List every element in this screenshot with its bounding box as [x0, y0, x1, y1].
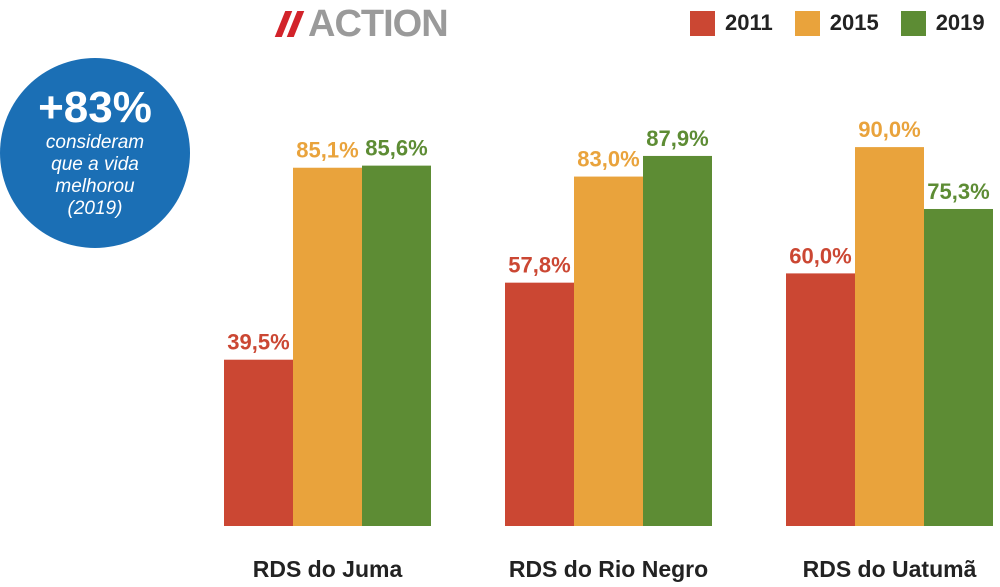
- legend-label: 2015: [829, 10, 879, 35]
- data-label: 85,6%: [365, 136, 427, 161]
- legend-item-2011: 2011: [690, 10, 773, 36]
- data-label: 87,9%: [646, 126, 708, 151]
- category-label: RDS do Juma: [253, 556, 403, 582]
- bar-2015-0: [293, 167, 362, 526]
- badge-caption-line: que a vida: [51, 154, 139, 175]
- bar-2019-2: [924, 208, 993, 526]
- data-label: 75,3%: [927, 179, 989, 204]
- legend: 2011 2015 2019: [690, 10, 985, 36]
- bar-2015-1: [574, 176, 643, 526]
- badge-caption-line: melhorou: [55, 176, 135, 197]
- bar-2019-0: [362, 165, 431, 526]
- badge-caption-line: consideram: [45, 132, 145, 153]
- legend-label: 2011: [725, 10, 773, 35]
- category-label: RDS do Uatumã: [803, 556, 977, 582]
- category-label: RDS do Rio Negro: [509, 556, 708, 582]
- bar-2015-2: [855, 147, 924, 526]
- legend-swatch-2011: [690, 10, 715, 36]
- bar-2019-1: [643, 155, 712, 527]
- legend-item-2015: 2015: [794, 10, 879, 36]
- action-logo: ACTION: [274, 3, 449, 45]
- data-label: 39,5%: [227, 330, 289, 355]
- legend-swatch-2015: [794, 10, 820, 36]
- data-label: 57,8%: [508, 253, 570, 278]
- legend-swatch-2019: [900, 10, 926, 36]
- highlight-badge: +83% consideram que a vida melhorou (201…: [0, 58, 190, 248]
- badge-caption-line: (2019): [67, 198, 123, 219]
- bar-2011-0: [224, 359, 293, 526]
- legend-label: 2019: [935, 10, 985, 35]
- legend-item-2019: 2019: [900, 10, 985, 36]
- bar-2011-2: [786, 273, 855, 526]
- badge-value: +83%: [38, 83, 152, 132]
- data-label: 90,0%: [858, 117, 920, 142]
- logo-text: ACTION: [308, 3, 449, 45]
- bar-2011-1: [505, 282, 574, 526]
- data-label: 60,0%: [789, 243, 851, 268]
- data-label: 85,1%: [296, 138, 358, 163]
- data-label: 83,0%: [577, 147, 639, 172]
